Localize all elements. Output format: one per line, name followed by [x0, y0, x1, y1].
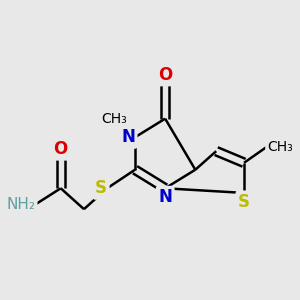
Text: CH₃: CH₃	[101, 112, 127, 126]
Text: NH₂: NH₂	[6, 197, 35, 212]
Text: CH₃: CH₃	[267, 140, 293, 154]
Text: O: O	[158, 66, 172, 84]
Text: O: O	[54, 140, 68, 158]
Text: S: S	[95, 179, 107, 197]
Text: N: N	[158, 188, 172, 206]
Text: S: S	[238, 193, 250, 211]
Text: N: N	[121, 128, 135, 146]
